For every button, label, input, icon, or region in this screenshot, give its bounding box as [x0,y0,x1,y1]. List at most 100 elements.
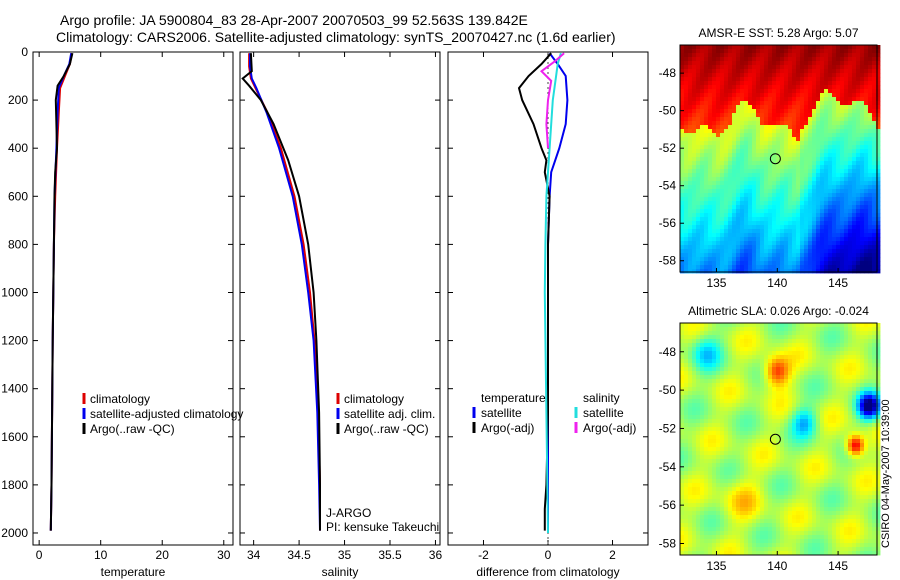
sla-map-field-cell [836,443,841,448]
sst-map-field-cell [816,173,821,178]
sla-map-field-cell [692,395,697,400]
sla-map-field-cell [784,347,789,352]
sst-map-field-cell [740,205,745,210]
sst-map-field-cell [748,237,753,242]
sst-map-field-cell [688,89,693,94]
sst-map-field-cell [804,185,809,190]
sla-map-field-cell [708,327,713,332]
sla-map-field-cell [772,411,777,416]
sla-map-field-cell [736,335,741,340]
sst-map-field-cell [832,157,837,162]
sla-map-field-cell [704,471,709,476]
sst-map-field-cell [680,81,685,86]
sst-map-field-cell [744,185,749,190]
sst-map-field-cell [736,189,741,194]
sst-map-field-cell [816,93,821,98]
sst-map-field-cell [732,141,737,146]
sla-map-field-cell [876,323,881,328]
sla-map-field-cell [756,447,761,452]
sst-map-field-cell [796,129,801,134]
sla-map-field-cell [744,387,749,392]
sla-map-field-cell [864,375,869,380]
sst-map-field-cell [808,165,813,170]
sla-map-field-cell [824,451,829,456]
sla-map-field-cell [740,423,745,428]
sla-map-field-cell [796,379,801,384]
sla-map-field-cell [680,351,685,356]
sst-map-field-cell [816,177,821,182]
sla-map-field-cell [740,399,745,404]
sla-map-field-cell [684,363,689,368]
sst-map-field-cell [736,217,741,222]
sla-map-field-cell [800,443,805,448]
sst-map-field-cell [788,133,793,138]
sla-map-field-cell [712,419,717,424]
sla-map-field-cell [700,363,705,368]
sst-map-field-cell [852,113,857,118]
sst-map-field-cell [804,133,809,138]
sst-map-field-cell [876,125,881,130]
sst-map-field-cell [848,213,853,218]
sst-map-field-cell [696,265,701,270]
sst-map-field-cell [768,205,773,210]
sst-map-field-cell [748,209,753,214]
sst-map-field-cell [804,57,809,62]
sst-map-field-cell [724,213,729,218]
sst-map-field-cell [828,81,833,86]
sst-map-field-cell [868,133,873,138]
sla-map-field-cell [832,331,837,336]
sst-map-field-cell [688,97,693,102]
sst-map-field-cell [812,73,817,78]
sla-map-field-cell [852,355,857,360]
sst-map-field-cell [736,261,741,266]
sst-map-field-cell [760,253,765,258]
sla-map-field-cell [680,459,685,464]
sst-map-field-cell [792,261,797,266]
sla-map-field-cell [728,383,733,388]
sla-map-field-cell [724,359,729,364]
sla-map-field-cell [680,359,685,364]
sla-map-field-cell [820,475,825,480]
sst-map-field-cell [816,73,821,78]
sst-map-field-cell [836,205,841,210]
sst-map-field-cell [700,265,705,270]
sst-map-field-cell [724,101,729,106]
sst-map-field-cell [740,133,745,138]
sla-map-field-cell [816,343,821,348]
sst-map-field-cell [732,121,737,126]
sla-map-field-cell [732,403,737,408]
sst-map-field-cell [772,245,777,250]
sla-map-field-cell [836,451,841,456]
sla-map-field-cell [792,379,797,384]
sst-map-field-cell [844,85,849,90]
sst-map-field-cell [836,181,841,186]
sla-map-field-cell [700,399,705,404]
sla-map-field-cell [788,379,793,384]
sst-map-field-cell [848,173,853,178]
sst-map-field-cell [864,145,869,150]
sst-map-field-cell [712,249,717,254]
sla-map-field-cell [860,435,865,440]
sla-map-field-cell [852,399,857,404]
sla-map-field-cell [812,439,817,444]
sst-map-field-cell [816,101,821,106]
sst-map-field-cell [780,185,785,190]
sla-map-field-cell [696,335,701,340]
sst-map-field-cell [800,129,805,134]
sst-map-field-cell [764,189,769,194]
sst-map-field-cell [808,149,813,154]
sst-map-field-cell [744,253,749,258]
sst-map-field-cell [696,113,701,118]
sst-map-field-cell [812,69,817,74]
sla-map-field-cell [700,435,705,440]
sla-map-field-cell [824,363,829,368]
sla-map-field-cell [724,411,729,416]
sst-map-field-cell [844,105,849,110]
sla-map-field-cell [808,375,813,380]
sst-map-field-cell [780,113,785,118]
sla-map-field-cell [804,351,809,356]
sla-map-field-cell [796,475,801,480]
sla-map-field-cell [728,451,733,456]
sla-map-field-cell [704,467,709,472]
sla-map-field-cell [812,403,817,408]
